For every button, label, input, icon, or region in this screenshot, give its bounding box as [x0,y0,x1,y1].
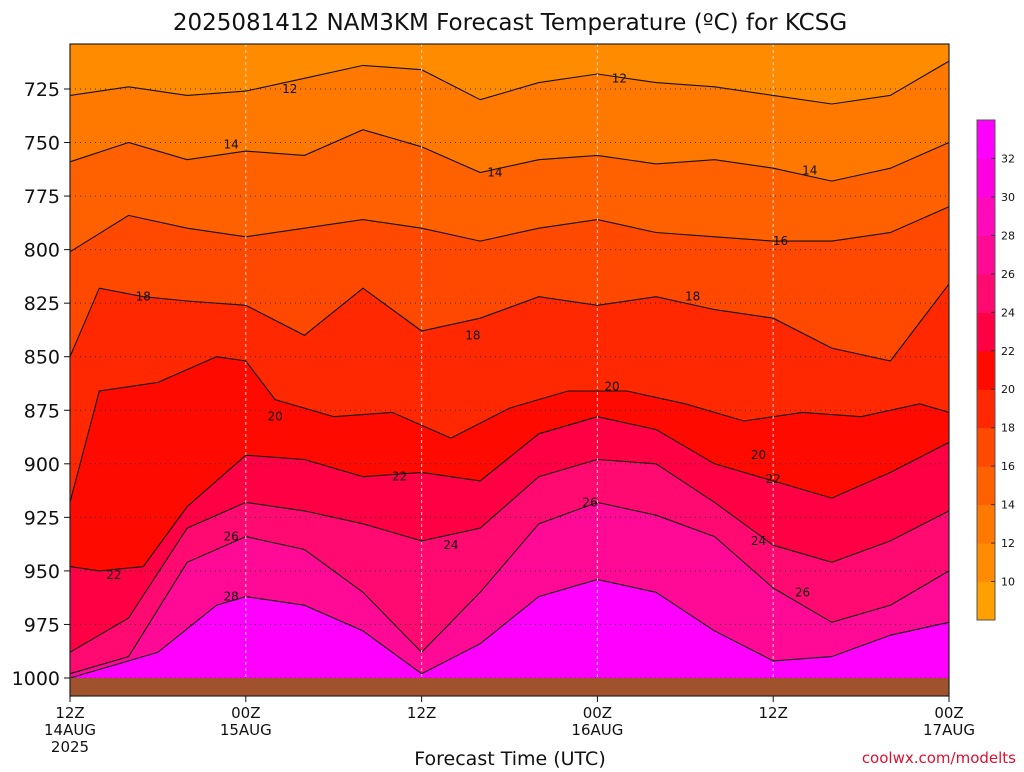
contour-label-14: 14 [802,163,817,177]
colorbar-segment [977,235,995,275]
contour-line-28 [69,578,950,679]
colorbar-tick-label: 32 [1001,152,1015,165]
y-tick-label: 950 [24,561,60,583]
contour-line-14 [69,129,950,182]
colorbar-segment [977,273,995,313]
credit-link[interactable]: coolwx.com/modelts [862,749,1016,767]
colorbar-legend: 10 12 14 16 18 20 22 24 26 28 30 32 [976,119,1015,621]
contour-label-14: 14 [224,138,239,152]
y-tick-label: 775 [24,186,60,208]
colorbar-tick-label: 28 [1001,229,1015,242]
x-tick-label: 00Z [231,704,260,722]
contour-line-12 [69,60,950,105]
ground-strip [70,678,949,696]
colorbar-segment [977,120,995,159]
y-tick-label: 975 [24,614,60,636]
contour-label-20: 20 [267,410,282,424]
x-tick-label: 17AUG [923,721,975,739]
x-tick-label: 16AUG [571,721,623,739]
colorbar-tick-label: 22 [1001,345,1015,358]
colorbar-segment [977,427,995,467]
colorbar-tick-label: 24 [1001,306,1015,319]
x-tick-label: 15AUG [220,721,272,739]
x-tick-label: 2025 [51,738,89,756]
y-tick-label: 875 [24,400,60,422]
x-tick-label: 14AUG [44,721,96,739]
y-axis: 725 750 775 800 825 850 875 900 925 950 975 1000 [12,79,70,690]
colorbar-segment [977,312,995,352]
contour-label-22: 22 [106,568,121,582]
colorbar-segment [977,350,995,390]
colorbar-tick-label: 30 [1001,191,1015,204]
colorbar-tick-label: 26 [1001,268,1015,281]
x-tick-label: 12Z [55,704,84,722]
colorbar-tick-label: 14 [1001,499,1015,512]
contour-label-22: 22 [766,472,781,486]
contour-label-16: 16 [773,234,788,248]
x-axis-label: Forecast Time (UTC) [414,748,605,768]
colorbar-segment [977,196,995,236]
y-tick-label: 825 [24,293,60,315]
y-tick-label: 925 [24,507,60,529]
colorbar-tick-label: 12 [1001,537,1015,550]
colorbar-tick-label: 18 [1001,422,1015,435]
band-fill-below-12 [70,44,949,104]
colorbar-segment [977,389,995,429]
contour-line-24 [69,458,950,653]
plot-frame [69,43,950,697]
contour-label-24: 24 [751,534,766,548]
contour-label-28: 28 [224,590,239,604]
x-tick-label: 00Z [583,704,612,722]
contour-label-24: 24 [443,538,458,552]
colorbar-frame [976,119,996,621]
chart-title: 2025081412 NAM3KM Forecast Temperature (… [173,10,847,36]
y-tick-label: 1000 [12,668,60,690]
contour-label-18: 18 [465,328,480,342]
contour-label-26: 26 [795,585,810,599]
y-tick-label: 725 [24,79,60,101]
colorbar-tick-label: 20 [1001,383,1015,396]
contour-label-18: 18 [136,290,151,304]
contour-line-20 [69,356,950,503]
colorbar-segment [977,466,995,506]
contour-line-22 [69,416,950,572]
contour-line-16 [69,206,950,253]
y-tick-label: 750 [24,133,60,155]
x-tick-label: 12Z [759,704,788,722]
contour-label-18: 18 [685,290,700,304]
contour-label-22: 22 [392,470,407,484]
y-tick-label: 900 [24,454,60,476]
contour-label-12: 12 [612,71,627,85]
contour-label-12: 12 [282,82,297,96]
colorbar-segment [977,158,995,198]
contour-label-26: 26 [224,530,239,544]
contour-label-26: 26 [582,495,597,509]
colorbar-tick-label: 10 [1001,576,1015,589]
contour-label-14: 14 [487,166,502,180]
y-tick-label: 850 [24,347,60,369]
contour-label-20: 20 [751,448,766,462]
y-tick-label: 800 [24,240,60,262]
colorbar-segment [977,543,995,583]
x-tick-label: 12Z [407,704,436,722]
x-tick-label: 00Z [934,704,963,722]
colorbar-segment [977,504,995,544]
contour-label-20: 20 [604,380,619,394]
colorbar-tick-label: 16 [1001,460,1015,473]
contour-line-18 [69,283,950,362]
contour-line-26 [69,501,950,675]
colorbar-segment [977,581,995,621]
